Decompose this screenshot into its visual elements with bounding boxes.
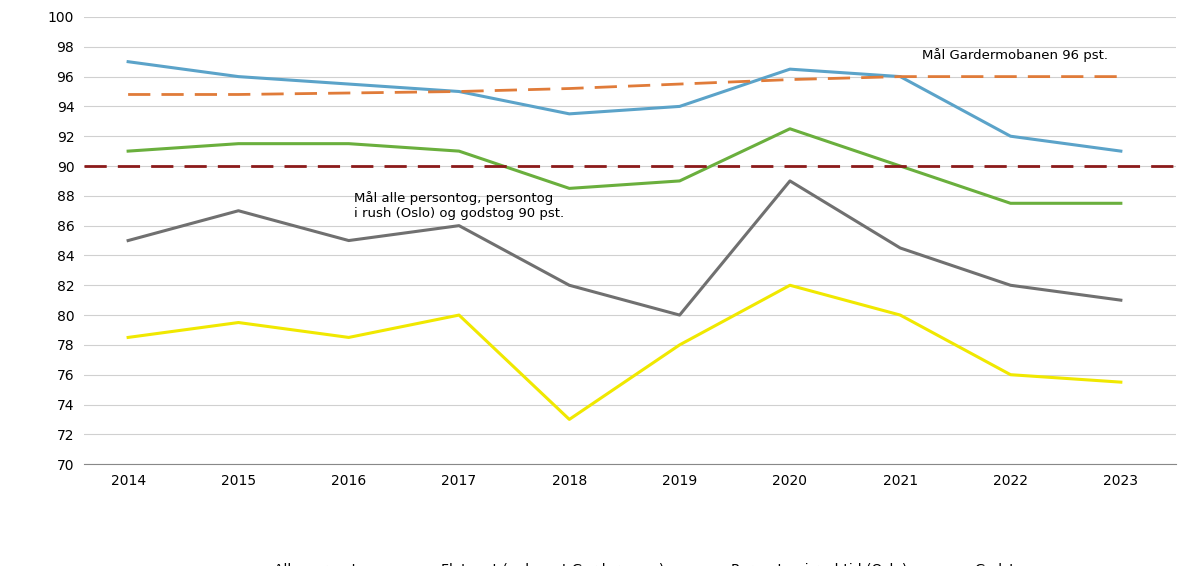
Text: Mål alle persontog, persontog
i rush (Oslo) og godstog 90 pst.: Mål alle persontog, persontog i rush (Os… [354,191,564,220]
Text: Mål Gardermobanen 96 pst.: Mål Gardermobanen 96 pst. [923,48,1109,62]
Legend: Alle persontog, Flytoget (ankomst Gardermoen), Persontog i rushtid (Oslo), Godst: Alle persontog, Flytoget (ankomst Garder… [222,558,1038,566]
